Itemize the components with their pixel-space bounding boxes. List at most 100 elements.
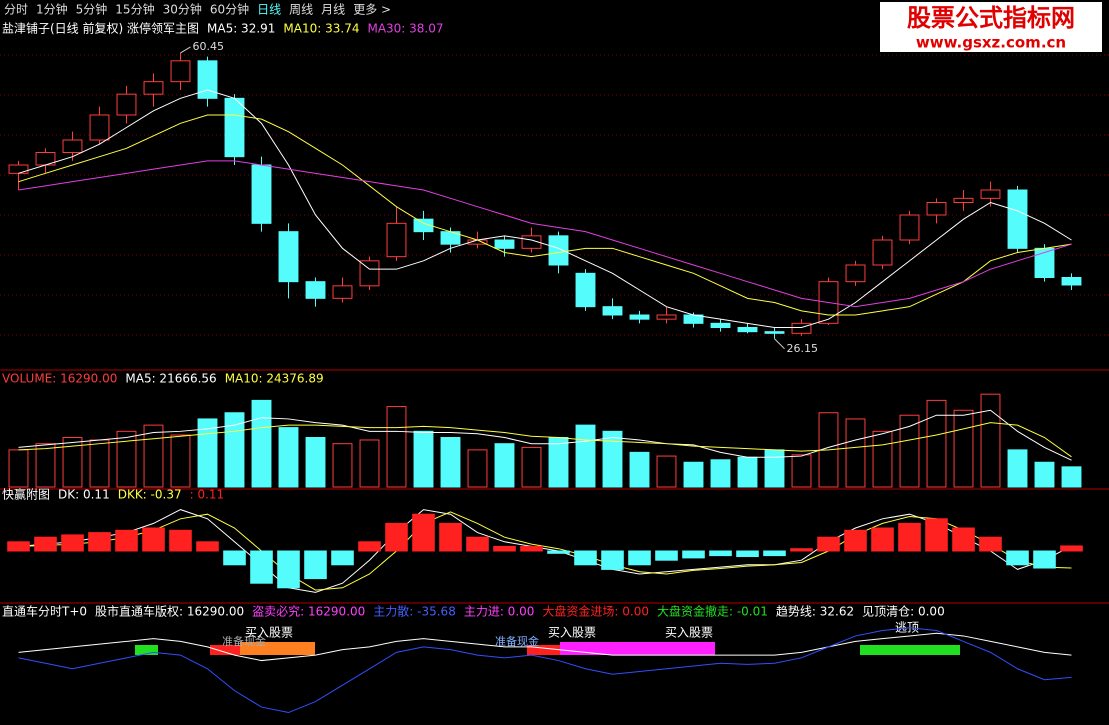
bar bbox=[223, 550, 246, 566]
bar bbox=[791, 454, 812, 488]
candle-body bbox=[548, 235, 569, 266]
candle-body bbox=[116, 93, 137, 116]
candle-body bbox=[926, 202, 947, 216]
legend-entry: VOLUME: 16290.00 bbox=[2, 372, 117, 386]
signal-label: 买入股票 bbox=[245, 626, 293, 640]
candle-body bbox=[143, 81, 164, 95]
line bbox=[18, 160, 1072, 308]
menu-item[interactable]: 30分钟 bbox=[163, 2, 202, 17]
candle-body bbox=[89, 114, 110, 141]
annotation-line bbox=[180, 46, 191, 54]
signal-label: 准备现金 bbox=[495, 634, 539, 648]
bar bbox=[764, 449, 785, 488]
indicator-label: 见顶清仓: 0.00 bbox=[862, 605, 945, 619]
signal-block bbox=[210, 645, 240, 655]
candle-body bbox=[494, 239, 515, 249]
bar bbox=[467, 449, 488, 488]
bar bbox=[602, 430, 623, 488]
bar bbox=[575, 424, 596, 488]
line bbox=[18, 89, 1072, 328]
menu-item[interactable]: 月线 bbox=[321, 3, 345, 17]
candle-body bbox=[764, 331, 785, 334]
watermark-url: www.gsxz.com.cn bbox=[916, 34, 1066, 52]
annotation-line bbox=[774, 338, 785, 350]
bar bbox=[88, 532, 111, 552]
bar bbox=[655, 550, 678, 561]
candle-body bbox=[305, 281, 326, 299]
bar bbox=[115, 529, 138, 552]
bar bbox=[656, 455, 677, 488]
bar bbox=[601, 550, 624, 570]
candle-body bbox=[62, 139, 83, 153]
indicator-label: 股市直通车版权: 16290.00 bbox=[95, 604, 244, 619]
bar bbox=[277, 550, 300, 589]
signal-label: 买入股票 bbox=[548, 626, 596, 640]
period-menu: 分时 1分钟 5分钟 15分钟 30分钟 60分钟 日线 周线 月线 更多 > bbox=[4, 2, 391, 17]
candle-body bbox=[602, 306, 623, 316]
menu-item[interactable]: 1分钟 bbox=[36, 2, 68, 17]
candle-body bbox=[386, 222, 407, 258]
indicator-label: 盗卖必究: 16290.00 bbox=[252, 604, 365, 619]
bar bbox=[250, 550, 273, 584]
signal-block bbox=[135, 645, 158, 655]
menu-item[interactable]: 分时 bbox=[4, 3, 28, 17]
panel-title: 直通车分时T+0 bbox=[2, 604, 87, 619]
bar bbox=[844, 529, 867, 552]
signal-label: 准备现金 bbox=[222, 634, 266, 648]
watermark-title: 股票公式指标网 bbox=[907, 4, 1075, 32]
candle-body bbox=[872, 239, 893, 266]
bar bbox=[142, 527, 165, 552]
indicator-label: 主力散: -35.68 bbox=[373, 604, 456, 619]
menu-item[interactable]: 15分钟 bbox=[115, 2, 154, 17]
menu-item[interactable]: 日线 bbox=[257, 3, 281, 17]
bar bbox=[34, 536, 57, 552]
bar bbox=[1006, 550, 1029, 566]
menu-item[interactable]: 60分钟 bbox=[210, 2, 249, 17]
candle-body bbox=[413, 218, 434, 233]
candle-body bbox=[791, 322, 812, 334]
candle-body bbox=[332, 285, 353, 299]
bar bbox=[466, 536, 489, 552]
bar bbox=[143, 424, 164, 488]
candle-body bbox=[737, 327, 758, 333]
bar bbox=[278, 427, 299, 488]
bar bbox=[440, 437, 461, 488]
bar bbox=[304, 550, 327, 580]
watermark-box bbox=[880, 2, 1102, 52]
bar bbox=[386, 406, 407, 488]
bar bbox=[871, 527, 894, 552]
candle-body bbox=[1061, 277, 1082, 286]
signal-label: 买入股票 bbox=[665, 626, 713, 640]
menu-item[interactable]: 周线 bbox=[289, 3, 313, 17]
line bbox=[18, 409, 1072, 461]
bar bbox=[872, 430, 893, 488]
candle-body bbox=[224, 97, 245, 158]
bar bbox=[1060, 545, 1083, 552]
candle-body bbox=[629, 314, 650, 320]
candle-body bbox=[899, 214, 920, 241]
bar bbox=[170, 434, 191, 488]
bar bbox=[547, 550, 570, 554]
legend-entry: MA10: 33.74 bbox=[283, 22, 359, 36]
signal-block bbox=[860, 645, 960, 655]
signal-block bbox=[240, 642, 315, 655]
annotation: 26.15 bbox=[787, 342, 819, 355]
bar bbox=[790, 548, 813, 552]
signal-blocks: 准备现金 买入股票 准备现金 买入股票 买入股票 逃顶 bbox=[135, 621, 960, 655]
bar bbox=[817, 536, 840, 552]
bar bbox=[251, 399, 272, 488]
menu-item[interactable]: 更多 > bbox=[353, 3, 391, 17]
bar bbox=[439, 522, 462, 552]
bar bbox=[8, 449, 29, 488]
legend-entry: MA10: 24376.89 bbox=[225, 372, 324, 386]
bar bbox=[7, 541, 30, 552]
bar bbox=[980, 393, 1001, 488]
bar bbox=[1061, 466, 1082, 488]
bar bbox=[548, 437, 569, 488]
candle-body bbox=[359, 260, 380, 287]
indicator-label: 趋势线: 32.62 bbox=[776, 605, 854, 619]
menu-item[interactable]: 5分钟 bbox=[76, 2, 108, 17]
panel-title: 盐津铺子(日线 前复权) 涨停领军主图 bbox=[2, 21, 199, 36]
candle-body bbox=[197, 60, 218, 99]
line bbox=[18, 114, 1072, 316]
